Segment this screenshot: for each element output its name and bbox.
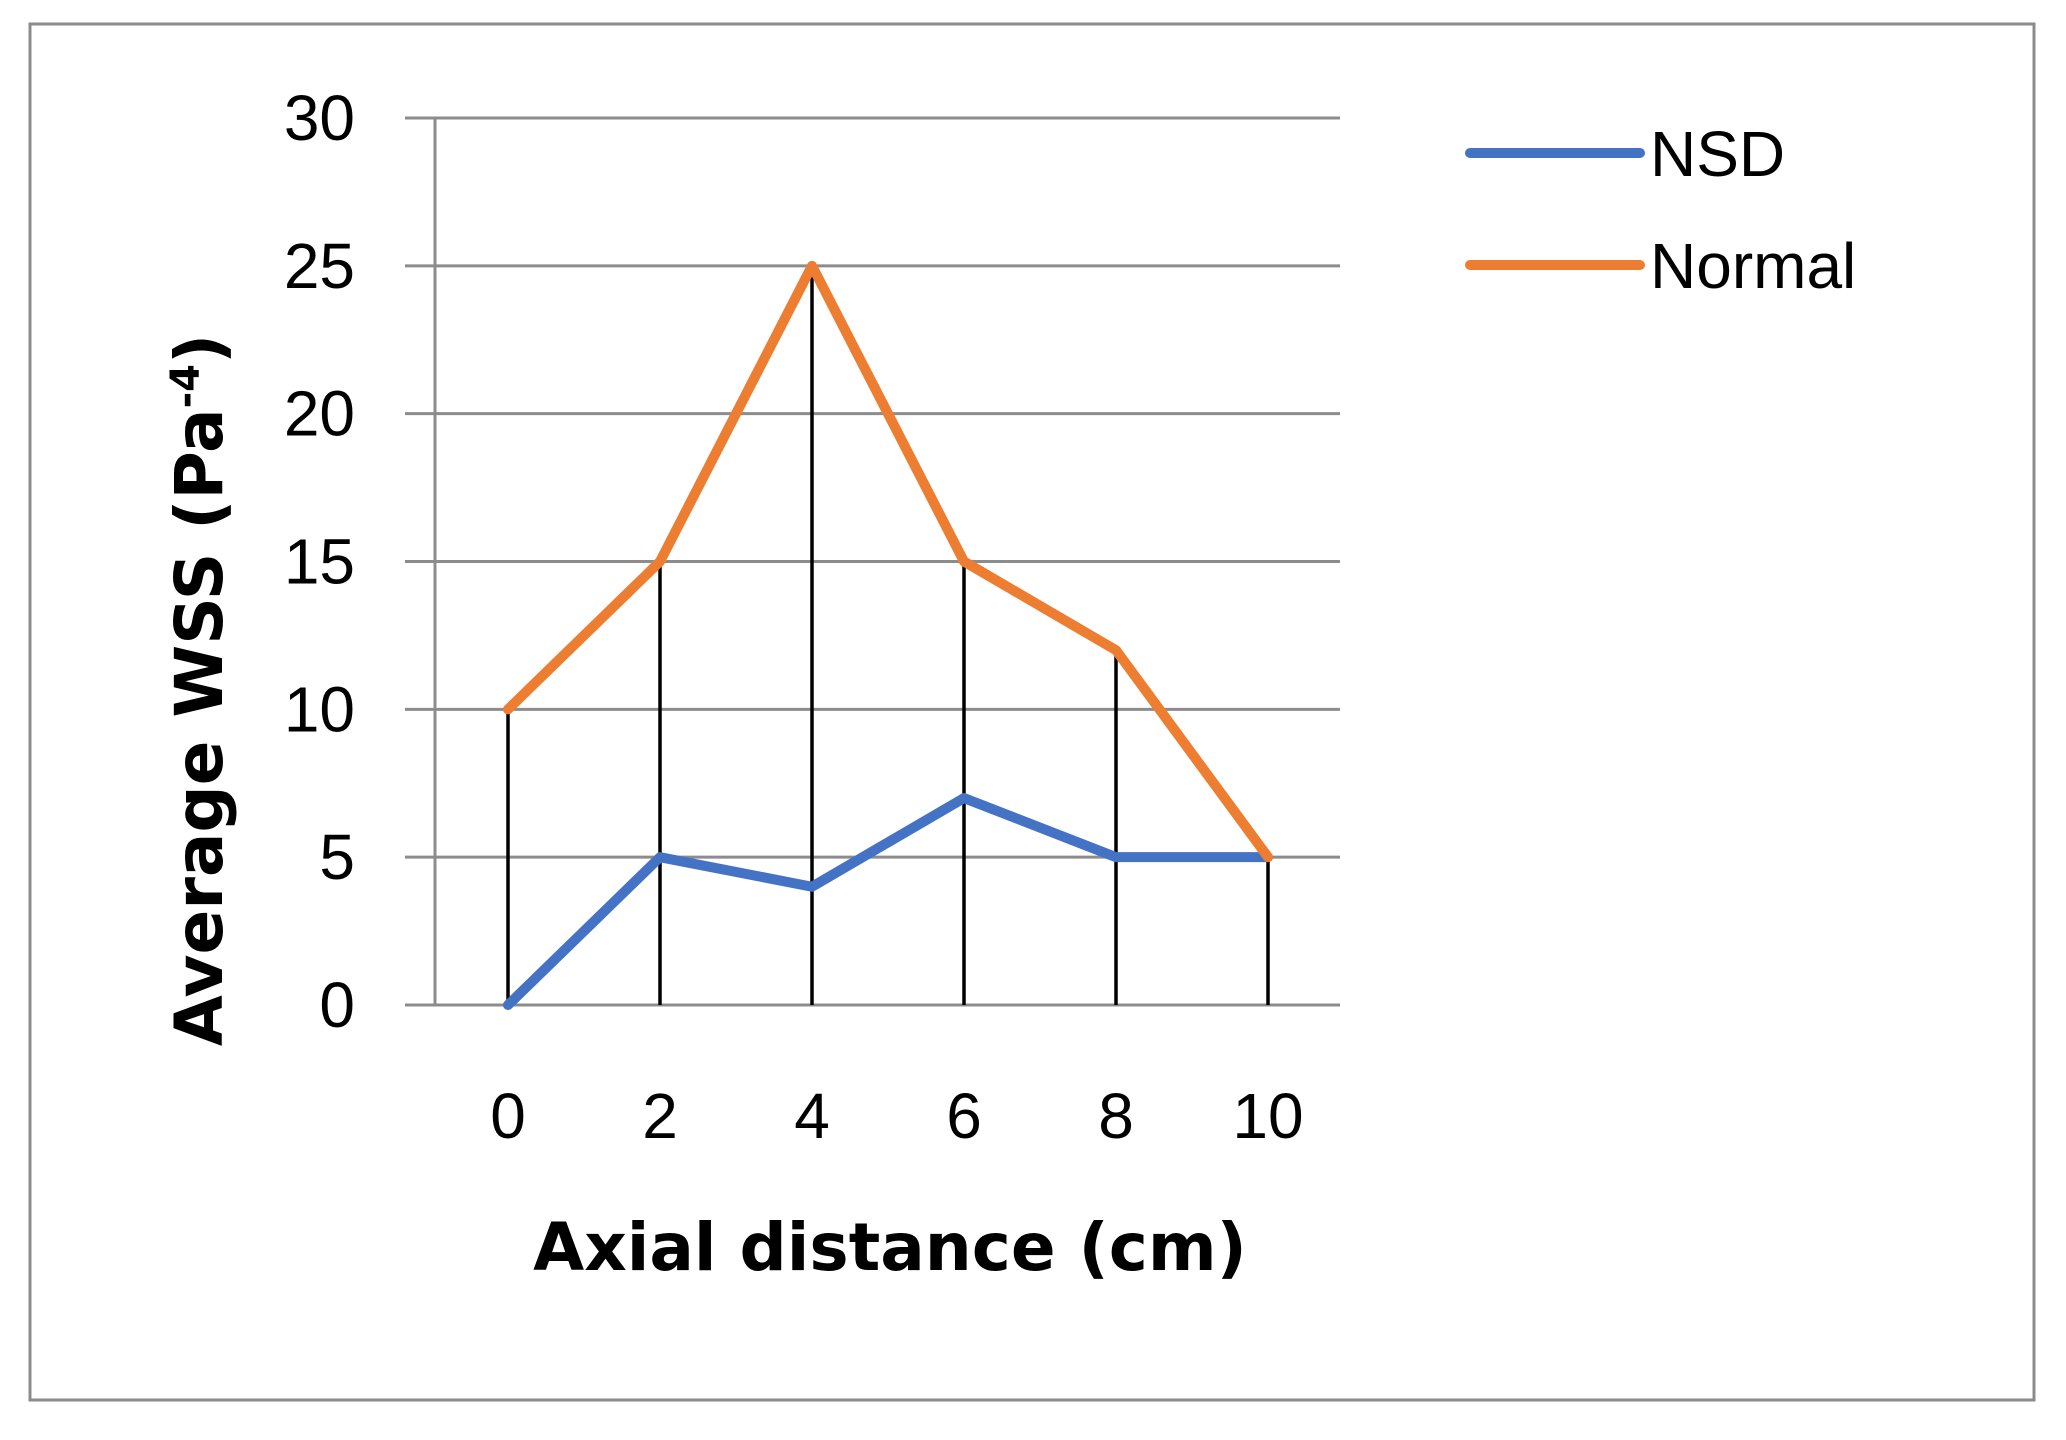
- y-axis-title-close: ): [161, 334, 238, 364]
- drop-lines: [506, 265, 1270, 1005]
- y-tick-labels: 0 5 10 15 20 25 30: [284, 82, 355, 1041]
- data-point-normal: [1112, 646, 1120, 655]
- x-tick-labels: 0 2 4 6 8 10: [490, 1080, 1303, 1152]
- data-point-nsd: [960, 794, 968, 803]
- y-axis-title: Average WSS (Pa-4): [161, 334, 238, 1046]
- legend-label-nsd: NSD: [1650, 118, 1785, 190]
- data-point-normal: [1264, 853, 1272, 862]
- data-point-nsd: [808, 882, 816, 891]
- y-tick-label: 30: [284, 82, 355, 154]
- y-tick-label: 25: [284, 230, 355, 302]
- y-axis-title-main: Average WSS (Pa: [161, 408, 238, 1046]
- data-point-nsd: [504, 1001, 512, 1009]
- x-tick-label: 8: [1098, 1080, 1134, 1152]
- y-tick-label: 15: [284, 526, 355, 598]
- y-tick-label: 5: [319, 821, 355, 893]
- y-axis-title-superscript: -4: [163, 364, 209, 408]
- y-tick-label: 0: [319, 969, 355, 1041]
- x-tick-label: 0: [490, 1080, 526, 1152]
- x-tick-label: 6: [946, 1080, 982, 1152]
- series-line-nsd: [503, 793, 1273, 1010]
- x-tick-label: 10: [1232, 1080, 1303, 1152]
- data-point-nsd: [1112, 853, 1120, 862]
- legend: NSD Normal: [1465, 118, 1856, 302]
- x-tick-label: 4: [794, 1080, 830, 1152]
- x-axis-title: Axial distance (cm): [533, 1209, 1247, 1286]
- series-line-normal: [503, 260, 1273, 863]
- x-tick-label: 2: [642, 1080, 678, 1152]
- data-point-nsd: [656, 853, 664, 862]
- data-point-normal: [960, 557, 968, 566]
- data-point-normal: [656, 557, 664, 566]
- y-tick-label: 20: [284, 378, 355, 450]
- data-point-normal: [808, 261, 816, 270]
- series-lines: [503, 260, 1273, 1010]
- legend-label-normal: Normal: [1650, 230, 1856, 302]
- data-point-normal: [504, 705, 512, 714]
- chart-frame: [28, 22, 2036, 1402]
- y-tick-label: 10: [284, 673, 355, 745]
